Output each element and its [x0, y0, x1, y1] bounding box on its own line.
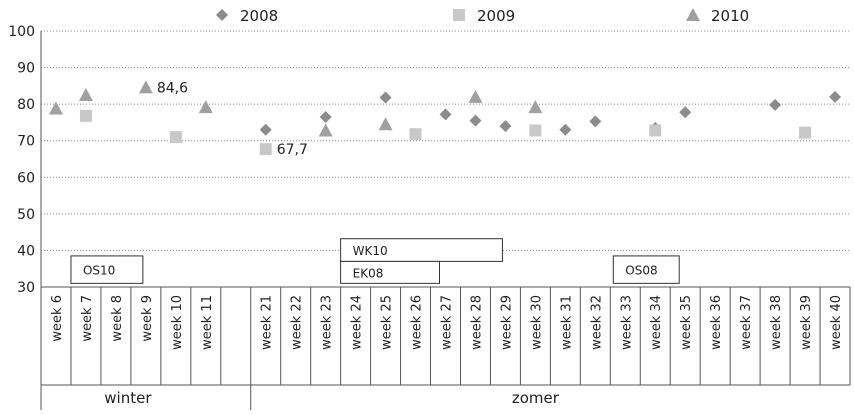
- x-tick-label: week 30: [529, 295, 544, 350]
- annotations: 84,6 67,7: [157, 80, 308, 158]
- legend-marker-2008: [216, 9, 228, 21]
- group-label: zomer: [512, 389, 560, 407]
- data-point-2009: [409, 128, 422, 141]
- x-tick-label: week 8: [110, 295, 125, 342]
- data-point-2008: [379, 91, 392, 104]
- y-tick-label: 70: [17, 134, 35, 150]
- legend-label: 2010: [711, 7, 749, 25]
- x-tick-label: week 22: [290, 295, 305, 350]
- data-point-2010: [48, 101, 63, 115]
- data-point-2009: [169, 131, 182, 144]
- data-label: 84,6: [157, 80, 188, 96]
- data-point-2010: [528, 100, 543, 114]
- data-point-2009: [79, 109, 92, 122]
- data-point-2008: [559, 123, 572, 136]
- data-point-2010: [378, 117, 393, 131]
- x-tick-label: week 29: [499, 295, 514, 350]
- x-tick-label: week 34: [649, 295, 664, 350]
- data-points: [48, 80, 842, 156]
- data-point-2010: [468, 89, 483, 103]
- labeled-boxes: OS10 WK10 EK08 OS08: [70, 238, 680, 284]
- y-tick-label: 50: [17, 207, 35, 223]
- gridlines: [41, 30, 850, 251]
- x-tick-label: week 35: [679, 295, 694, 350]
- data-point-2009: [799, 126, 812, 139]
- legend-marker-2009: [453, 9, 465, 21]
- y-tick-label: 60: [17, 170, 35, 186]
- x-tick-label: week 10: [170, 295, 185, 350]
- x-tick-label: week 40: [829, 295, 844, 350]
- x-tick-label: week 38: [769, 295, 784, 350]
- data-point-2008: [829, 90, 842, 103]
- period-box: [340, 260, 441, 284]
- group-label: winter: [104, 389, 152, 407]
- x-tick-label: week 25: [380, 295, 395, 350]
- data-point-2008: [439, 108, 452, 121]
- period-box-label: OS10: [83, 264, 115, 278]
- data-point-2008: [499, 120, 512, 133]
- data-point-2010: [78, 88, 93, 101]
- legend-marker-2010: [686, 8, 700, 21]
- data-point-2009: [259, 143, 272, 156]
- data-point-2008: [679, 106, 692, 119]
- x-tick-label: week 11: [200, 295, 215, 350]
- x-tick-label: week 23: [320, 295, 335, 350]
- x-tick-label: week 6: [50, 295, 65, 342]
- data-point-2009: [649, 124, 662, 137]
- data-point-2008: [469, 114, 482, 127]
- period-box-label: EK08: [353, 266, 384, 280]
- axes: 30 40 50 60 70 80 90 100 week 6 week 7 week 8 week …: [8, 24, 851, 410]
- x-tick-label: week 9: [140, 295, 155, 342]
- x-tick-label: week 26: [410, 295, 425, 350]
- y-tick-label: 100: [8, 24, 35, 40]
- y-tick-label: 30: [17, 280, 35, 296]
- x-tick-label: week 33: [619, 295, 634, 350]
- data-point-2009: [529, 124, 542, 137]
- data-point-2008: [259, 123, 272, 136]
- x-tick-label: week 36: [709, 295, 724, 350]
- data-point-2008: [589, 115, 602, 128]
- period-box-label: OS08: [625, 264, 657, 278]
- legend-label: 2008: [240, 7, 278, 25]
- x-tick-label: week 27: [440, 295, 455, 350]
- period-box: [70, 255, 144, 284]
- data-point-2008: [319, 110, 332, 123]
- data-point-2010: [138, 80, 153, 94]
- y-tick-label: 90: [17, 61, 35, 77]
- y-tick-label: 40: [17, 243, 35, 259]
- y-tick-label: 80: [17, 97, 35, 113]
- data-point-2010: [318, 123, 333, 137]
- x-tick-label: week 31: [559, 295, 574, 350]
- data-point-2010: [198, 100, 213, 114]
- data-label: 67,7: [277, 142, 308, 158]
- x-tick-label: week 24: [350, 295, 365, 350]
- period-box: [612, 255, 680, 284]
- x-tick-label: week 21: [260, 295, 275, 350]
- data-point-2008: [769, 98, 782, 111]
- legend-label: 2009: [477, 7, 515, 25]
- x-tick-label: week 39: [799, 295, 814, 350]
- x-tick-label: week 37: [739, 295, 754, 350]
- x-tick-label: week 32: [589, 295, 604, 350]
- period-box-label: WK10: [353, 244, 388, 258]
- x-tick-label: week 28: [469, 295, 484, 350]
- legend: 2008 2009 2010: [216, 7, 749, 25]
- x-tick-label: week 7: [80, 295, 95, 342]
